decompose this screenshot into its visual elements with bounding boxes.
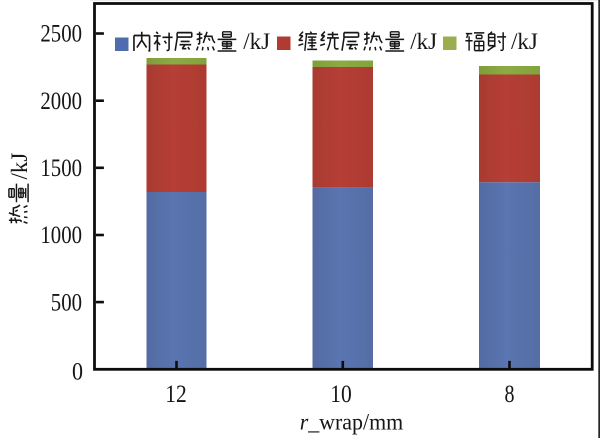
svg-text:/kJ: /kJ xyxy=(511,29,538,54)
svg-text:500: 500 xyxy=(51,289,82,316)
svg-text:2000: 2000 xyxy=(40,88,82,115)
svg-text:10: 10 xyxy=(330,381,352,408)
svg-text:/kJ: /kJ xyxy=(7,153,32,180)
svg-text:8: 8 xyxy=(505,381,515,408)
svg-text:/kJ: /kJ xyxy=(243,29,270,54)
svg-text:/kJ: /kJ xyxy=(410,29,437,54)
svg-text:r_wrap/mm: r_wrap/mm xyxy=(300,410,404,435)
svg-text:2500: 2500 xyxy=(40,21,82,48)
svg-text:12: 12 xyxy=(165,381,187,408)
svg-text:1500: 1500 xyxy=(40,155,82,182)
svg-text:0: 0 xyxy=(72,359,83,386)
svg-text:1000: 1000 xyxy=(40,222,82,249)
